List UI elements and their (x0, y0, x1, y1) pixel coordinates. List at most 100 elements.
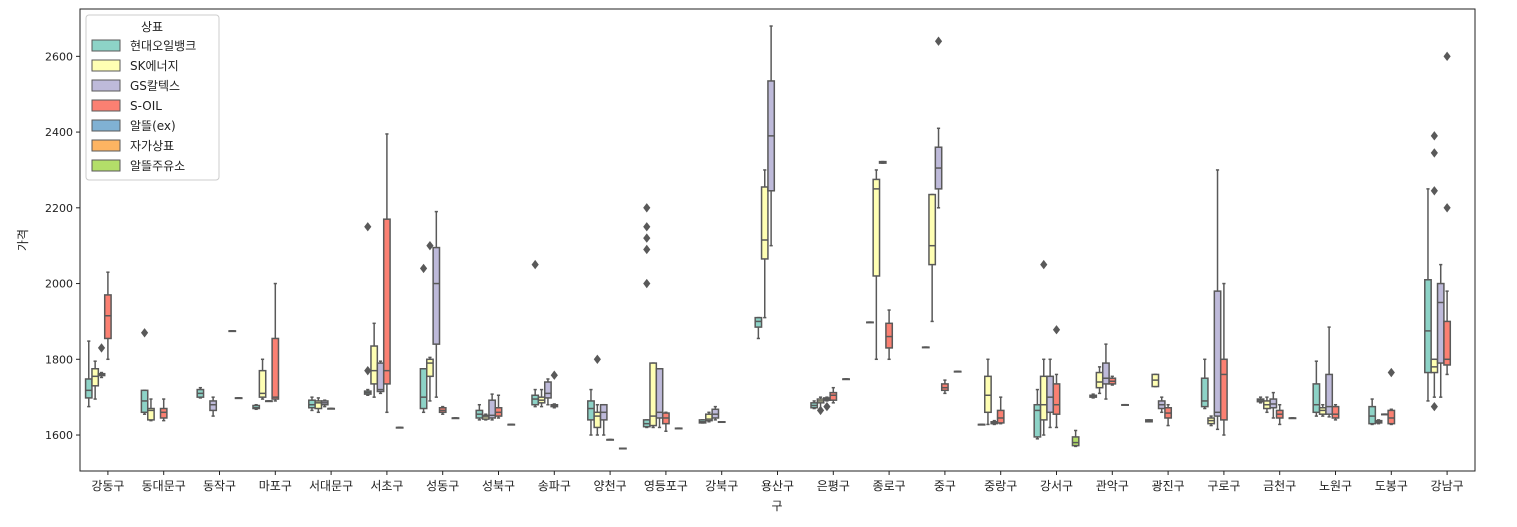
box-body (426, 358, 434, 378)
box-body (419, 368, 428, 410)
box-body (1033, 403, 1042, 438)
box-body (1213, 290, 1222, 417)
y-tick-label: 2400 (45, 126, 73, 139)
box-서대문구-S-OIL (327, 407, 336, 410)
box-노원구-GS칼텍스 (1325, 326, 1334, 418)
box-body (1101, 362, 1110, 385)
box-영등포구-SK에너지 (649, 362, 658, 429)
x-tick-label: 송파구 (538, 479, 571, 493)
box-관악구-S-OIL (1108, 375, 1117, 386)
box-body (655, 368, 664, 419)
flier-point (1052, 325, 1061, 335)
box-서초구-S-OIL (382, 133, 391, 414)
box-서초구-자가상표 (395, 426, 404, 429)
x-tick-label: 서대문구 (309, 479, 353, 493)
flier-point (140, 328, 149, 338)
box-양천구-현대오일뱅크 (587, 388, 595, 436)
x-tick-label: 중랑구 (984, 479, 1017, 493)
flier-point (823, 401, 831, 412)
box-body (1368, 405, 1377, 425)
box-은평구-GS칼텍스 (822, 396, 831, 412)
box-마포구-현대오일뱅크 (252, 403, 261, 411)
box-금천구-S-OIL (1275, 403, 1284, 426)
box-관악구-SK에너지 (1095, 366, 1104, 395)
x-tick-label: 동작구 (203, 479, 236, 493)
flier-point (1443, 203, 1451, 213)
x-tick-label: 금천구 (1263, 478, 1296, 493)
box-서대문구-GS칼텍스 (320, 399, 329, 408)
box-송파구-SK에너지 (537, 388, 546, 408)
legend-swatch (91, 159, 121, 172)
box-body (314, 400, 323, 410)
box-노원구-S-OIL (1331, 403, 1340, 421)
box-body (103, 294, 112, 340)
box-양천구-S-OIL (606, 438, 615, 441)
box-영등포구-S-OIL (661, 411, 670, 432)
box-금천구-GS칼텍스 (1269, 391, 1278, 419)
box-성동구-자가상표 (451, 417, 460, 420)
x-tick-label: 도봉구 (1375, 479, 1408, 493)
box-용산구-SK에너지 (760, 169, 769, 319)
box-성북구-S-OIL (494, 394, 503, 419)
box-영등포구-자가상표 (674, 427, 683, 430)
box-금천구-SK에너지 (1263, 396, 1271, 414)
box-양천구-자가상표 (618, 447, 627, 450)
box-body (531, 394, 540, 406)
legend-swatch (91, 39, 121, 52)
box-body (308, 399, 316, 409)
box-관악구-현대오일뱅크 (1089, 393, 1098, 399)
box-영등포구-현대오일뱅크 (642, 203, 651, 429)
box-body (159, 407, 168, 419)
box-중랑구-S-OIL (996, 396, 1005, 425)
flier-point (419, 263, 428, 274)
box-종로구-현대오일뱅크 (866, 321, 874, 324)
box-중구-S-OIL (940, 379, 949, 395)
box-중구-GS칼텍스 (934, 36, 943, 209)
y-tick-label: 1800 (45, 353, 73, 366)
box-성동구-현대오일뱅크 (419, 263, 428, 414)
box-광진구-현대오일뱅크 (1145, 419, 1153, 423)
box-강서구-알뜰주유소 (1071, 429, 1080, 448)
y-axis: 1600 1800 2000 2200 2400 2600 (45, 50, 80, 442)
x-tick-label: 서초구 (370, 479, 403, 493)
box-body (91, 368, 100, 387)
box-마포구-S-OIL (271, 282, 280, 402)
box-구로구-S-OIL (1219, 282, 1228, 436)
x-tick-label: 용산구 (761, 479, 794, 493)
box-body (258, 369, 267, 398)
box-동작구-알뜰주유소 (234, 397, 243, 400)
box-성북구-자가상표 (507, 423, 516, 426)
x-tick-label: 강북구 (705, 479, 738, 493)
box-송파구-GS칼텍스 (543, 378, 552, 406)
box-영등포구-GS칼텍스 (655, 368, 664, 429)
x-axis: 강동구 동대문구 동작구 마포구 서대문구 서초구 성동구 성북구 송파구 양천구 영등포구 강북구 용… (91, 471, 1464, 493)
box-성동구-SK에너지 (426, 241, 434, 402)
box-body (271, 337, 280, 400)
flier-point (816, 405, 825, 416)
box-body (1200, 377, 1209, 408)
box-은평구-SK에너지 (816, 396, 825, 416)
box-중랑구-SK에너지 (984, 358, 992, 426)
flier-point (1443, 51, 1451, 62)
box-body (928, 193, 937, 266)
box-강북구-현대오일뱅크 (698, 419, 707, 424)
box-송파구-현대오일뱅크 (531, 259, 540, 408)
box-동대문구-S-OIL (159, 398, 168, 422)
box-body (370, 345, 379, 385)
flier-point (643, 222, 651, 232)
box-성동구-GS칼텍스 (432, 210, 441, 398)
box-강동구-S-OIL (103, 271, 112, 361)
x-tick-label: 강서구 (1040, 479, 1073, 493)
box-성북구-현대오일뱅크 (475, 403, 484, 421)
x-axis-label: 구 (771, 499, 782, 513)
box-강동구-SK에너지 (91, 360, 100, 400)
box-body (1312, 383, 1321, 414)
flier-point (1387, 367, 1395, 378)
box-도봉구-SK에너지 (1374, 419, 1383, 425)
box-구로구-GS칼텍스 (1213, 169, 1222, 431)
box-강북구-SK에너지 (705, 411, 713, 423)
x-tick-label: 양천구 (594, 478, 627, 493)
box-광진구-SK에너지 (1151, 373, 1160, 388)
box-body (1424, 279, 1432, 374)
